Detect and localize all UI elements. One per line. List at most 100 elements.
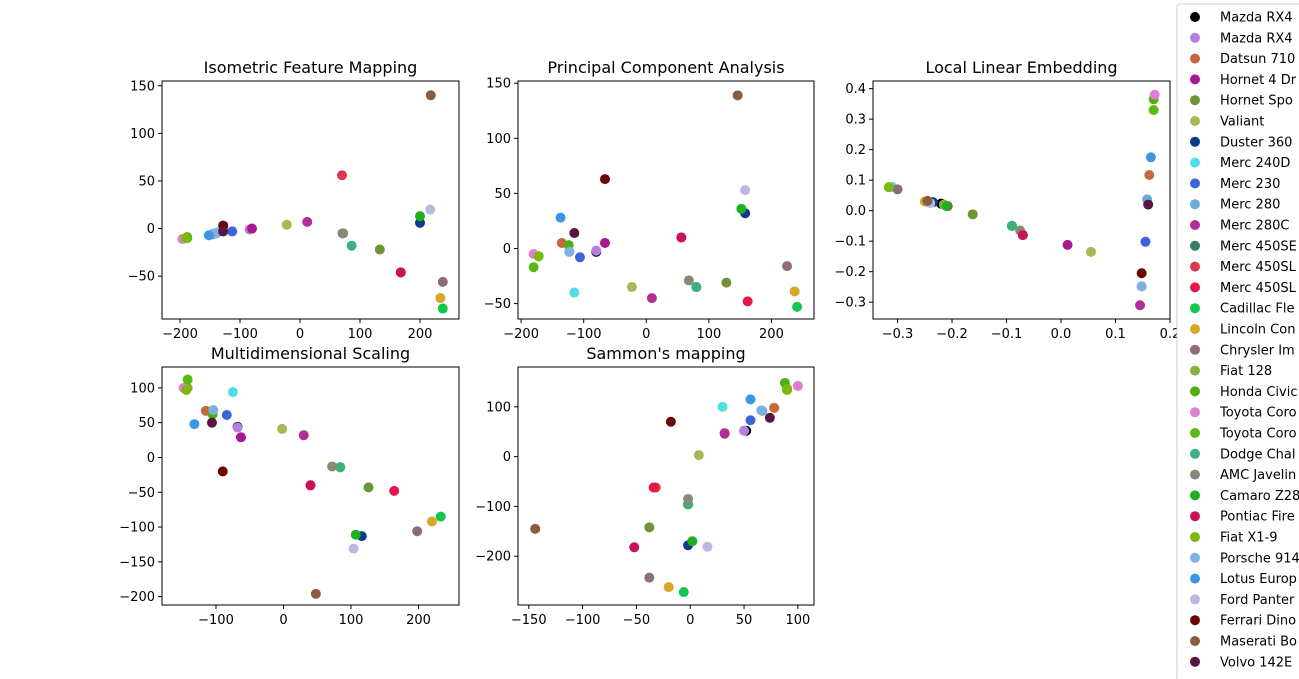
- y-tick-label: 0.2: [845, 143, 866, 158]
- legend-label: Lincoln Con: [1220, 323, 1295, 338]
- legend-entry: Dodge Chal: [1190, 447, 1296, 462]
- data-point: [687, 536, 698, 547]
- data-point: [732, 90, 743, 101]
- legend-entry: Hornet 4 Dr: [1190, 73, 1297, 88]
- legend-marker: [1190, 594, 1200, 605]
- data-point: [892, 184, 903, 195]
- legend-entry: Chrysler Im: [1190, 343, 1295, 358]
- data-point: [437, 276, 448, 287]
- legend-entry: Honda Civic: [1190, 385, 1297, 400]
- x-tick-label: 50: [736, 613, 753, 628]
- axes-frame: [872, 80, 1171, 320]
- y-tick-label: 150: [486, 77, 511, 92]
- x-tick-label: 0: [279, 613, 287, 628]
- data-point: [599, 237, 610, 248]
- data-point: [683, 275, 694, 286]
- data-point: [1136, 281, 1147, 292]
- legend-marker: [1190, 178, 1200, 189]
- data-point: [591, 245, 602, 256]
- data-point: [206, 417, 217, 428]
- x-tick-label: 0: [642, 327, 650, 342]
- x-tick-label: 100: [348, 327, 373, 342]
- legend-label: Volvo 142E: [1220, 655, 1292, 670]
- axes-frame: [517, 366, 815, 606]
- legend-entry: Hornet Spo: [1190, 94, 1293, 109]
- legend-marker: [1190, 428, 1200, 438]
- data-point: [678, 587, 689, 598]
- y-tick-label: 100: [130, 381, 155, 396]
- data-point: [181, 233, 191, 244]
- data-point: [425, 204, 436, 215]
- data-point: [644, 572, 655, 583]
- data-point: [232, 422, 243, 433]
- legend-marker: [1190, 615, 1200, 626]
- legend-label: Merc 450SE: [1220, 239, 1297, 254]
- legend-entry: Merc 240D: [1190, 156, 1290, 171]
- x-tick-label: −100: [566, 327, 602, 342]
- legend-label: Toyota Coro: [1219, 406, 1297, 421]
- legend-label: Datsun 710: [1220, 52, 1295, 67]
- axes-frame: [161, 80, 460, 320]
- y-tick-label: −200: [475, 550, 511, 565]
- legend-label: Merc 280: [1220, 198, 1280, 213]
- data-point: [626, 282, 637, 293]
- x-tick-label: 200: [408, 327, 433, 342]
- y-tick-label: −0.2: [834, 265, 866, 280]
- legend-marker: [1190, 95, 1200, 106]
- data-point: [337, 170, 347, 181]
- data-point: [719, 428, 730, 439]
- legend-entry: Camaro Z28: [1190, 489, 1299, 504]
- legend-label: Cadillac Fle: [1220, 302, 1294, 317]
- subplot-4: Multidimensional Scaling −100 0 100 200 −200 −…: [119, 344, 460, 628]
- axes-frame: [517, 80, 815, 320]
- y-tick-label: −200: [119, 590, 155, 605]
- x-tick-label: 0: [686, 613, 694, 628]
- y-tick-label: 0: [503, 450, 511, 465]
- legend-label: Fiat 128: [1220, 364, 1272, 379]
- data-point: [941, 201, 952, 212]
- data-point: [792, 301, 803, 312]
- x-tick-label: −0.1: [991, 327, 1023, 342]
- data-point: [789, 286, 800, 297]
- data-point: [203, 230, 214, 241]
- legend-label: Camaro Z28: [1220, 489, 1299, 504]
- data-point: [742, 296, 753, 307]
- data-point: [736, 203, 747, 214]
- legend-marker: [1190, 220, 1200, 230]
- data-point: [644, 522, 655, 533]
- data-point: [335, 462, 346, 473]
- legend-entry: Datsun 710: [1190, 52, 1295, 67]
- data-point: [528, 262, 539, 273]
- legend: Mazda RX4 Mazda RX4 Datsun 710 Hornet 4 Dr H…: [1176, 3, 1299, 679]
- data-point: [967, 209, 978, 220]
- y-tick-label: −0.1: [834, 235, 866, 250]
- y-tick-label: 0.3: [845, 113, 866, 128]
- legend-marker: [1190, 573, 1200, 584]
- y-tick-label: −50: [484, 297, 511, 312]
- y-tick-label: 50: [494, 187, 511, 202]
- data-point: [346, 240, 357, 251]
- data-point: [693, 450, 704, 461]
- legend-label: Merc 450SL: [1220, 260, 1297, 275]
- legend-label: Pontiac Fire: [1220, 510, 1295, 525]
- data-point: [327, 461, 338, 472]
- legend-label: Chrysler Im: [1220, 343, 1295, 358]
- data-point: [1062, 239, 1073, 250]
- legend-label: Toyota Coro: [1219, 427, 1297, 442]
- data-point: [922, 195, 933, 206]
- data-point: [569, 287, 580, 298]
- legend-entry: Toyota Coro: [1190, 427, 1297, 442]
- legend-entry: Pontiac Fire: [1190, 510, 1295, 525]
- data-point: [1145, 152, 1156, 163]
- data-point: [782, 261, 793, 272]
- legend-entry: Fiat 128: [1190, 364, 1272, 379]
- legend-label: Fiat X1-9: [1220, 531, 1277, 546]
- legend-label: AMC Javelin: [1220, 468, 1296, 483]
- data-point: [217, 466, 228, 477]
- data-point: [298, 430, 309, 441]
- data-point: [676, 232, 687, 243]
- legend-marker: [1190, 490, 1200, 501]
- legend-marker: [1190, 407, 1200, 418]
- legend-entry: Merc 230: [1190, 177, 1280, 192]
